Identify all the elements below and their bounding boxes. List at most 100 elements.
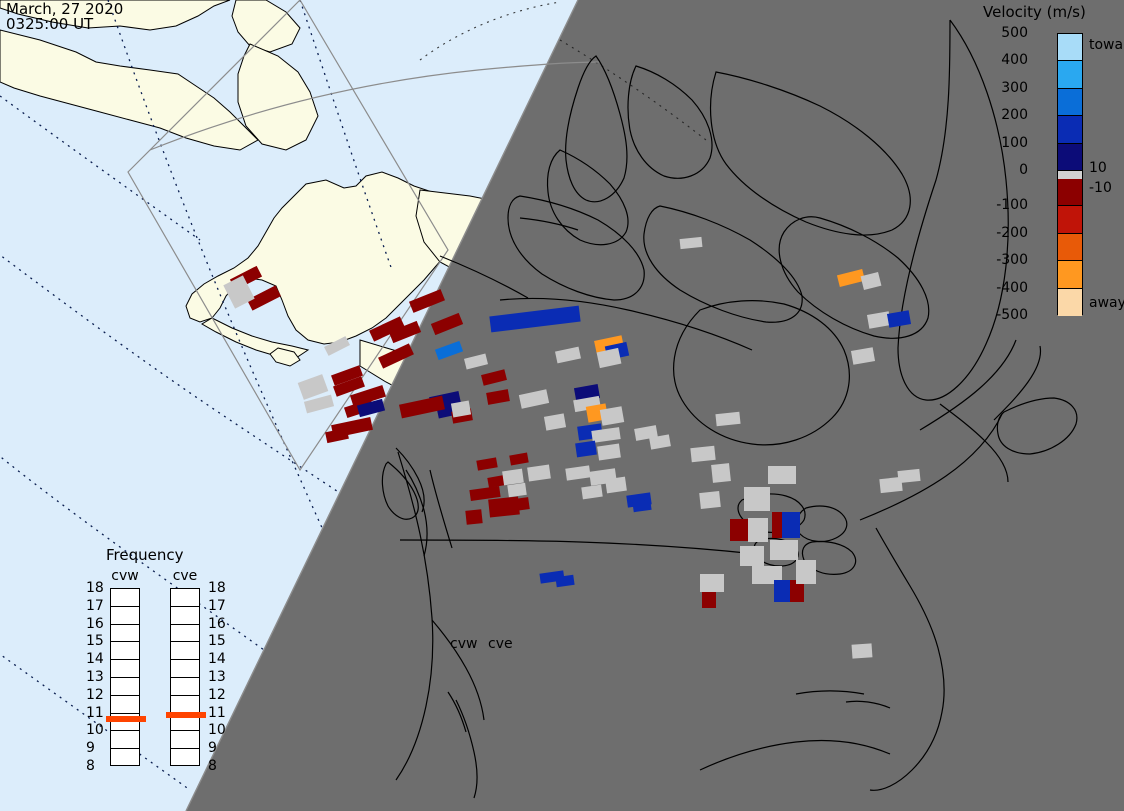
velocity-cell: [591, 427, 621, 443]
site-label-cve: cve: [488, 636, 513, 652]
velocity-cell: [463, 353, 489, 370]
velocity-cell: [388, 320, 422, 344]
velocity-cell: [836, 269, 866, 287]
colorbar-tick-label: -300: [996, 252, 1028, 269]
timestamp: March, 27 2020 0325:00 UT: [6, 2, 123, 32]
frequency-segment: [111, 696, 139, 714]
velocity-cell: [748, 518, 768, 542]
velocity-cell: [502, 468, 524, 486]
velocity-cell: [331, 365, 363, 386]
colorbar-band: [1058, 116, 1082, 144]
velocity-cell: [866, 311, 892, 329]
frequency-radar-name: cvw: [111, 568, 139, 584]
frequency-tick-label: 11: [86, 704, 104, 721]
velocity-cell: [465, 509, 483, 525]
velocity-colorbar: Velocity (m/s) 500 400 300 200 100 0 -100 -200 -…: [975, 0, 1124, 330]
frequency-segment: [171, 749, 199, 767]
velocity-cell: [700, 574, 724, 592]
velocity-cell: [378, 343, 414, 369]
velocity-cell: [333, 376, 365, 397]
velocity-cell: [486, 389, 510, 405]
velocity-cell: [886, 310, 912, 328]
frequency-tick-label: 11: [208, 704, 226, 721]
colorbar-zero-gap: [1058, 171, 1082, 179]
velocity-cell: [369, 316, 405, 342]
velocity-cell: [469, 485, 501, 502]
frequency-radar-name: cve: [172, 568, 198, 584]
frequency-segment: [171, 660, 199, 678]
velocity-cell: [597, 443, 621, 461]
velocity-cell: [596, 347, 622, 369]
velocity-cell: [649, 434, 671, 450]
colorbar-title: Velocity (m/s): [983, 3, 1086, 21]
velocity-cell: [565, 465, 591, 481]
frequency-segment: [111, 660, 139, 678]
velocity-cell: [740, 546, 764, 566]
velocity-cell: [851, 643, 873, 659]
coastlines: [381, 19, 1078, 799]
site-label-cvw: cvw: [450, 636, 478, 652]
velocity-cell: [879, 476, 903, 494]
timestamp-time: 0325:00 UT: [6, 15, 94, 33]
colorbar-positive-threshold: 10: [1089, 160, 1107, 176]
frequency-segment: [171, 714, 199, 732]
frequency-tick-label: 8: [208, 758, 217, 774]
velocity-cell: [711, 463, 731, 483]
colorbar-band: [1058, 261, 1082, 289]
frequency-tick-label: 12: [208, 686, 226, 703]
frequency-tick-label: 9: [208, 740, 217, 757]
frequency-tick-label: 15: [86, 633, 104, 650]
frequency-marker-cve: [166, 712, 206, 719]
colorbar-tick-label: -100: [996, 197, 1028, 214]
colorbar-tick-label: 500: [1001, 25, 1028, 41]
frequency-segment: [111, 607, 139, 625]
velocity-cell: [324, 336, 350, 356]
frequency-segment: [171, 696, 199, 714]
velocity-cell: [434, 340, 464, 361]
velocity-cell: [514, 497, 530, 511]
velocity-cell: [752, 566, 782, 584]
frequency-tick-label: 18: [86, 580, 104, 596]
velocity-cell: [303, 394, 335, 414]
velocity-cell: [481, 369, 507, 386]
frequency-segment: [171, 642, 199, 661]
fov-outline: [127, 0, 449, 472]
frequency-segment: [111, 731, 139, 750]
colorbar-negative-threshold: -10: [1089, 180, 1112, 196]
frequency-tick-label: 12: [86, 686, 104, 703]
velocity-cell: [356, 398, 386, 418]
velocity-cell: [223, 275, 255, 309]
frequency-tick-label: 15: [208, 633, 226, 650]
colorbar-tick-label: -400: [996, 279, 1028, 296]
velocity-cell: [860, 272, 882, 290]
frequency-tick-label: 13: [86, 669, 104, 685]
velocity-cell: [790, 580, 804, 602]
velocity-cell: [507, 482, 527, 498]
velocity-cell: [527, 464, 551, 482]
timestamp-date: March, 27 2020: [6, 0, 124, 18]
frequency-tick-label: 16: [208, 615, 226, 632]
velocity-cell: [690, 445, 716, 463]
velocity-cell: [782, 512, 800, 538]
velocity-cell: [634, 425, 658, 441]
velocity-cell: [518, 389, 550, 409]
frequency-legend: Frequency cvw 18 17 16 15 14 13 12 11 10 9 8 cve 18 17…: [86, 546, 253, 786]
frequency-tick-label: 14: [208, 651, 226, 668]
velocity-cell: [715, 411, 741, 427]
colorbar-band: [1058, 143, 1082, 171]
velocity-cell: [247, 285, 281, 311]
velocity-cell: [632, 499, 652, 513]
colorbar-tick-label: 200: [1001, 107, 1028, 124]
colorbar-band: [1058, 233, 1082, 262]
frequency-segment: [171, 625, 199, 643]
colorbar-tick-label: 0: [1019, 162, 1028, 178]
frequency-tick-label: 10: [86, 722, 104, 739]
colorbar-away-label: away: [1089, 295, 1124, 312]
velocity-cell: [702, 592, 716, 608]
colorbar-band: [1058, 288, 1082, 316]
frequency-segment: [171, 607, 199, 625]
velocity-cell: [796, 560, 816, 584]
